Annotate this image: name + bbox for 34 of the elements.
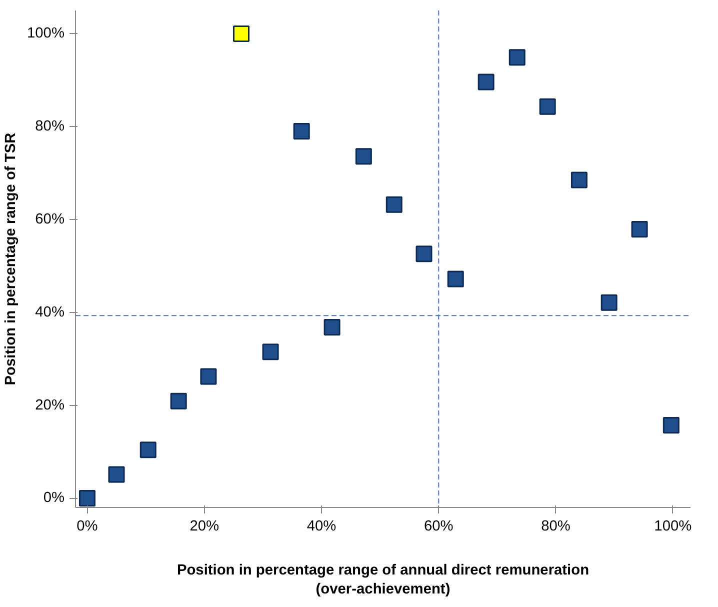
- point: [508, 49, 526, 66]
- x-tick-label: 100%: [654, 518, 692, 534]
- point: [262, 344, 279, 360]
- point: [447, 270, 464, 288]
- point: [386, 196, 402, 213]
- y-tick-label: 40%: [35, 304, 65, 320]
- x-tick-label: 20%: [190, 518, 220, 534]
- point: [200, 368, 217, 385]
- x-tick-label: 80%: [541, 518, 570, 534]
- x-tick-label: 0%: [76, 518, 98, 534]
- x-axis-title: Position in percentage range of annual direct remuneration (over-achievement): [176, 562, 590, 598]
- point: [293, 123, 310, 140]
- x-tick-label: 40%: [306, 518, 336, 534]
- x-tick-label: 60%: [424, 518, 454, 534]
- y-tick-label: 100%: [27, 26, 65, 42]
- point: [570, 172, 588, 188]
- point: [631, 221, 648, 238]
- point: [140, 442, 156, 458]
- point: [662, 417, 680, 434]
- point: [78, 490, 96, 506]
- point: [355, 148, 372, 165]
- point: [416, 246, 432, 262]
- point: [233, 25, 250, 42]
- y-tick-label: 0%: [43, 490, 65, 506]
- point: [108, 466, 125, 483]
- point: [539, 98, 556, 115]
- y-tick-label: 80%: [35, 118, 65, 135]
- y-tick-label: 60%: [35, 212, 65, 228]
- y-tick-label: 20%: [35, 397, 65, 414]
- point: [324, 319, 340, 336]
- point: [478, 74, 494, 90]
- point: [600, 294, 618, 311]
- point: [170, 392, 187, 410]
- y-axis-title: Position in percentage range of TSR: [3, 132, 20, 386]
